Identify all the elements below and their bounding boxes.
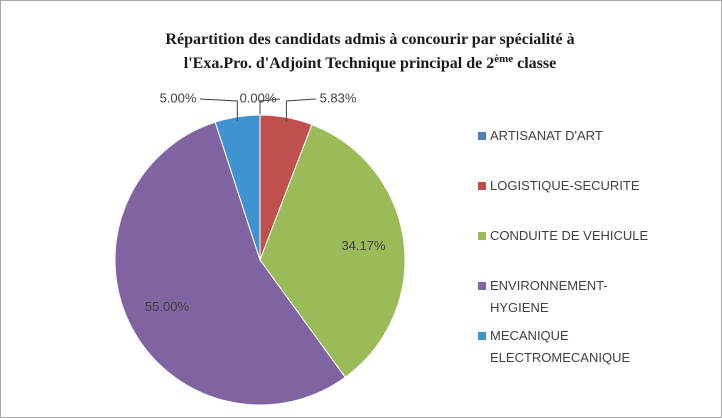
legend-swatch	[478, 282, 486, 290]
title-superscript: ème	[494, 53, 513, 65]
pie-slice	[114, 121, 346, 406]
legend-swatch	[478, 332, 486, 340]
legend-item: LOGISTIQUE-SECURITE	[478, 176, 678, 226]
data-label: 55.00%	[145, 299, 190, 314]
legend-item: MECANIQUE ELECTROMECANIQUE	[478, 326, 678, 376]
leader-line	[259, 98, 281, 119]
data-label: 34.17%	[341, 238, 386, 253]
chart-title: Répartition des candidats admis à concou…	[165, 31, 574, 48]
title-part: classe	[513, 55, 556, 72]
legend-label: ARTISANAT D'ART	[490, 128, 603, 143]
chart-title: l'Exa.Pro. d'Adjoint Technique principal…	[184, 53, 556, 72]
data-label: 0.00%	[240, 90, 277, 105]
legend-label: LOGISTIQUE-SECURITE	[490, 178, 640, 193]
legend-label: ENVIRONNEMENT-HYGIENE	[490, 278, 608, 315]
data-label: 5.00%	[160, 90, 197, 105]
pie-slice	[259, 123, 406, 379]
legend-swatch	[478, 132, 486, 140]
legend-label: CONDUITE DE VEHICULE	[490, 228, 649, 243]
leader-line	[285, 98, 317, 122]
data-label: 5.83%	[320, 90, 357, 105]
legend: ARTISANAT D'ART LOGISTIQUE-SECURITE CONDUI…	[478, 126, 678, 376]
legend-swatch	[478, 182, 486, 190]
legend-label: MECANIQUE ELECTROMECANIQUE	[490, 328, 631, 365]
leader-line	[199, 98, 238, 121]
legend-item: ARTISANAT D'ART	[478, 126, 678, 176]
title-part: l'Exa.Pro. d'Adjoint Technique principal…	[184, 55, 494, 72]
legend-item: ENVIRONNEMENT-HYGIENE	[478, 276, 678, 326]
legend-item: CONDUITE DE VEHICULE	[478, 226, 678, 276]
legend-swatch	[478, 232, 486, 240]
